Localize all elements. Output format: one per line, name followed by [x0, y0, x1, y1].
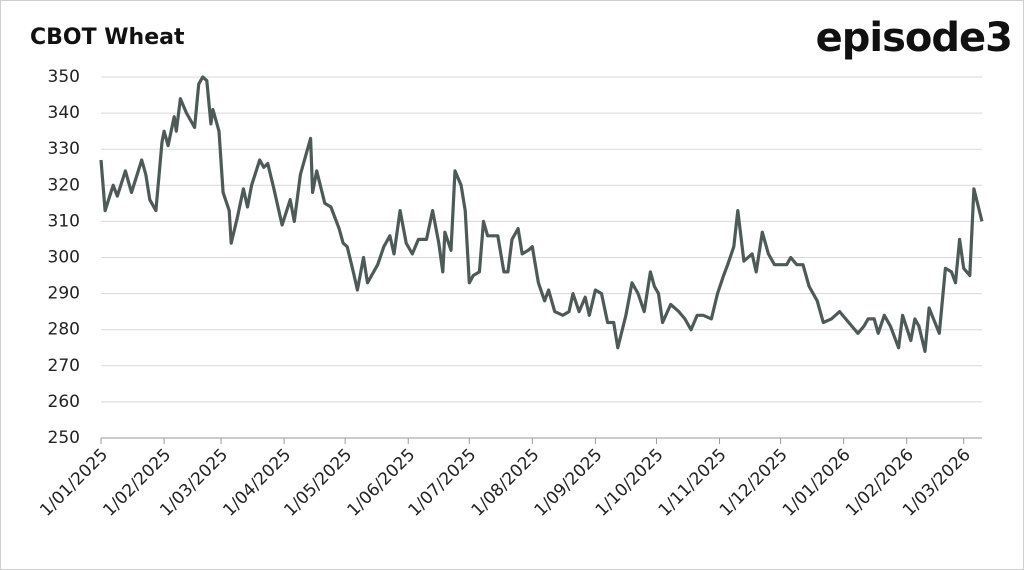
y-tick-label: 320: [48, 175, 80, 195]
y-tick-label: 270: [48, 356, 80, 376]
y-tick-label: 330: [48, 139, 80, 159]
y-tick-label: 310: [48, 211, 80, 231]
y-tick-label: 260: [48, 392, 80, 412]
brand-logo: episode3: [816, 15, 1012, 61]
y-tick-label: 300: [48, 248, 80, 268]
y-tick-label: 250: [48, 428, 80, 448]
y-tick-label: 280: [48, 320, 80, 340]
y-tick-label: 340: [48, 103, 80, 123]
y-tick-label: 350: [48, 67, 80, 87]
price-line: [99, 75, 984, 353]
y-tick-label: 290: [48, 284, 80, 304]
chart-title: CBOT Wheat: [30, 25, 185, 50]
